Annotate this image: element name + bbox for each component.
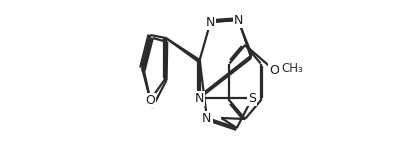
Text: N: N [195,91,204,105]
Text: CH₃: CH₃ [281,61,303,75]
Text: O: O [145,93,155,106]
Text: N: N [202,112,212,125]
Text: N: N [206,15,215,29]
Text: N: N [234,14,243,26]
Text: O: O [269,64,279,76]
Text: S: S [248,91,256,105]
